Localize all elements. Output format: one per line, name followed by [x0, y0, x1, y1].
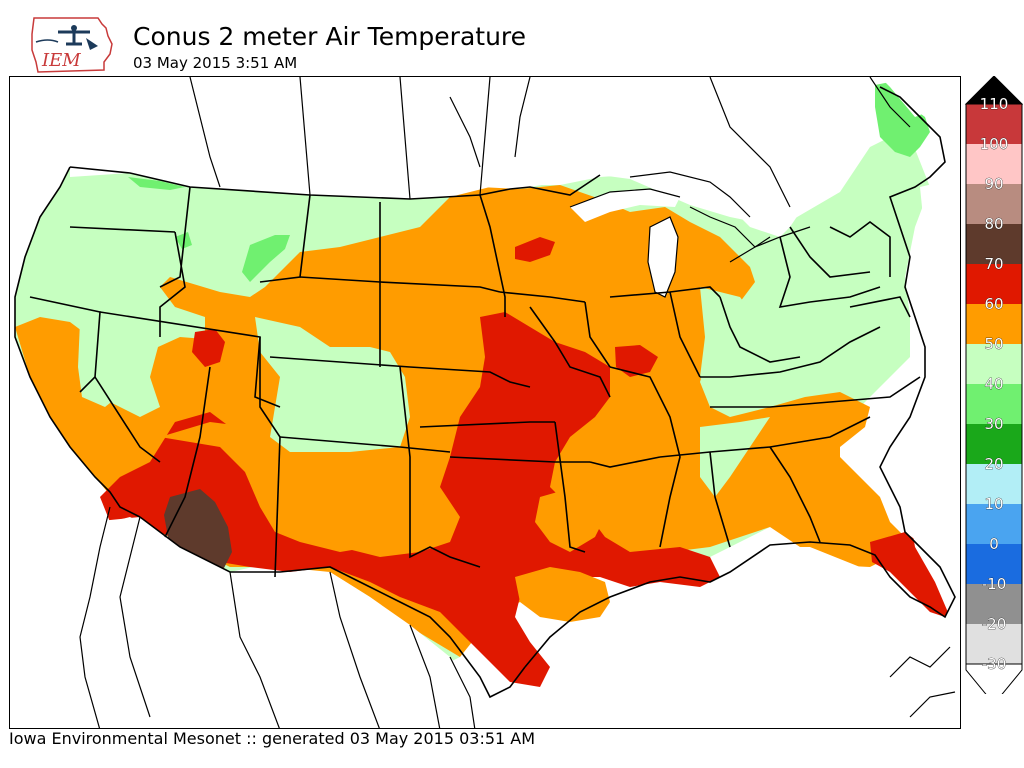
legend-tick-label: 50 [984, 335, 1003, 353]
region-50-60 [700, 417, 770, 497]
temperature-map [9, 76, 961, 729]
legend-swatch [966, 144, 1022, 184]
legend-tick-label: -10 [982, 575, 1007, 593]
legend-tick-label: 100 [980, 135, 1009, 153]
region-50-60 [78, 315, 140, 407]
footer-credit: Iowa Environmental Mesonet :: generated … [9, 729, 536, 748]
legend-swatch [966, 504, 1022, 544]
legend-tick-label: 80 [984, 215, 1003, 233]
legend-tick-label: 110 [980, 95, 1009, 113]
state-boundaries [14, 86, 956, 699]
canada-no-data [10, 77, 960, 237]
great-lakes [648, 217, 678, 297]
region-70-80 [100, 312, 720, 687]
legend-swatch [966, 184, 1022, 224]
legend-tick-label: 40 [984, 375, 1003, 393]
legend-swatch [966, 304, 1022, 344]
region-70-80 [515, 237, 555, 262]
region-40-50 [128, 177, 185, 190]
map-timestamp: 03 May 2015 3:51 AM [133, 54, 298, 72]
legend-tick-label: -20 [982, 615, 1007, 633]
legend-swatch [966, 464, 1022, 504]
legend-outline [965, 103, 1023, 665]
legend-tick-label: 0 [989, 535, 999, 553]
gulf-no-data [550, 547, 960, 728]
legend-swatch [966, 224, 1022, 264]
iem-logo: IEM [28, 14, 120, 76]
legend-tick-label: 20 [984, 455, 1003, 473]
region-70-80 [870, 532, 955, 617]
region-70-80 [192, 329, 225, 367]
legend-tick-label: 90 [984, 175, 1003, 193]
region-40-50 [242, 235, 290, 282]
svg-text:IEM: IEM [41, 50, 81, 71]
legend-tick-label: -30 [982, 655, 1007, 673]
legend-tick-label: 60 [984, 295, 1003, 313]
legend-swatch [966, 104, 1022, 144]
legend-swatch [966, 584, 1022, 624]
legend-swatch [966, 344, 1022, 384]
region-60-70 [535, 487, 605, 552]
mexico-no-data [80, 517, 490, 728]
legend-swatch [966, 424, 1022, 464]
region-50-60 [255, 317, 410, 452]
legend-swatch [966, 624, 1022, 664]
legend-tick-label: 10 [984, 495, 1003, 513]
legend-swatch [966, 544, 1022, 584]
legend-tick-label: 70 [984, 255, 1003, 273]
region-50-60 [700, 287, 755, 397]
international-boundaries [79, 77, 956, 728]
legend-swatch [966, 264, 1022, 304]
atlantic-no-data [905, 177, 960, 634]
map-title: Conus 2 meter Air Temperature [133, 22, 527, 51]
region-70-80 [615, 345, 658, 377]
temperature-legend: 110 100 90 80 70 60 50 40 30 20 10 0 -10 -20 -30 [963, 75, 1024, 705]
legend-swatch [966, 384, 1022, 424]
region-60-70 [160, 422, 450, 552]
legend-tick-label: 30 [984, 415, 1003, 433]
